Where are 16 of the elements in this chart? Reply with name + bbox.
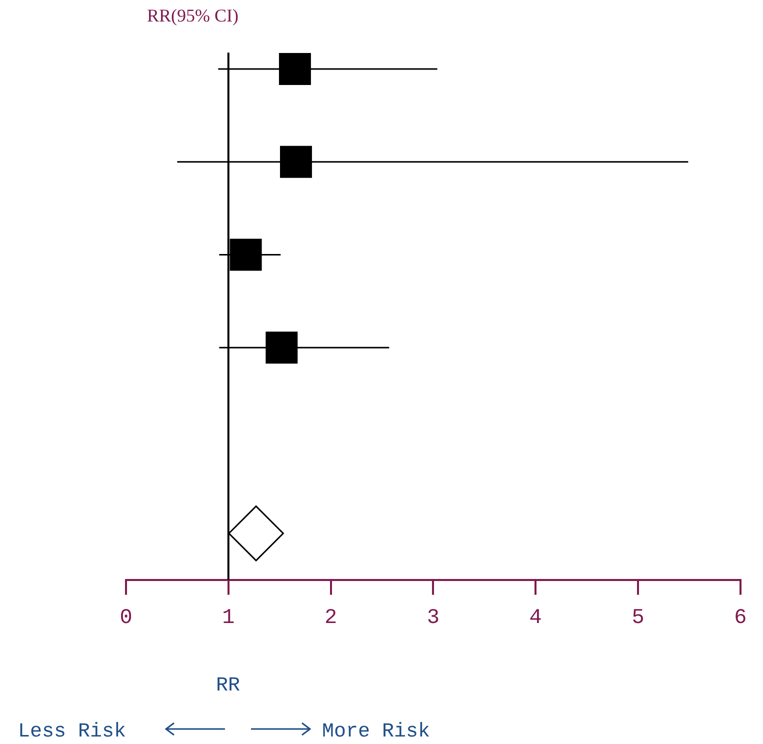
chart-title: RR(95% CI)	[147, 6, 238, 26]
x-tick-label: 3	[426, 606, 440, 630]
x-tick-label: 5	[632, 606, 644, 630]
point	[266, 332, 298, 364]
x-tick-label: 2	[324, 606, 338, 630]
text: Less Risk	[18, 720, 126, 744]
x-tick-label: 6	[734, 606, 747, 630]
text: More Risk	[322, 720, 430, 744]
point	[228, 505, 284, 562]
x-tick-label: 0	[120, 606, 132, 630]
point	[278, 53, 311, 86]
point	[230, 238, 262, 271]
x-axis-title: RR	[216, 674, 240, 698]
x-tick-label: 1	[222, 606, 235, 630]
x-tick-label: 4	[529, 606, 542, 630]
point	[280, 146, 312, 178]
